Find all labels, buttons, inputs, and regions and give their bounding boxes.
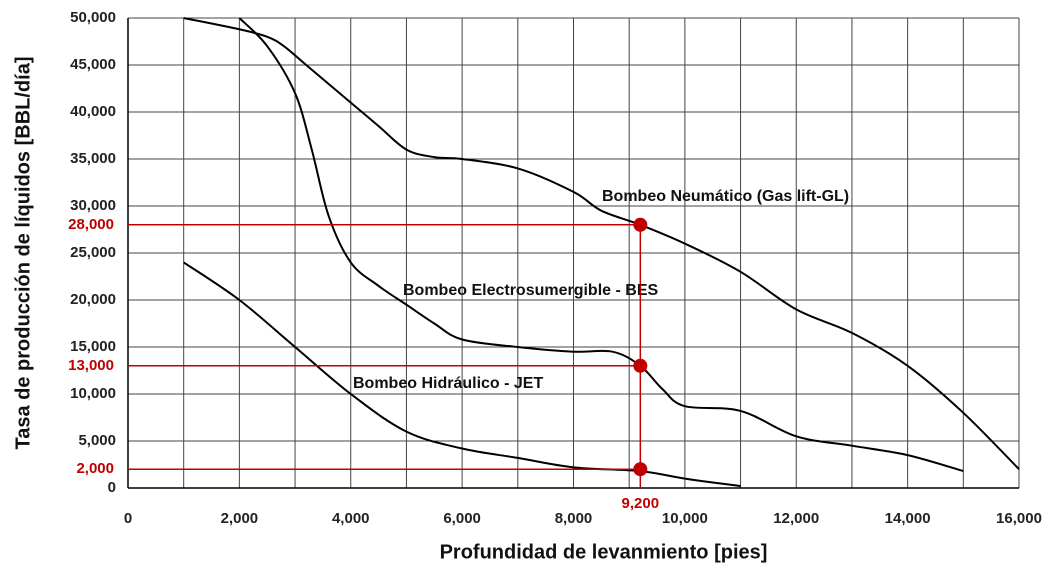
series-line [183,17,1020,470]
reference-label: 28,000 [68,216,114,233]
series-line [183,261,741,488]
y-tick-label: 50,000 [70,9,116,26]
x-tick-label: 10,000 [662,510,708,527]
y-tick-label: 25,000 [70,244,116,261]
y-tick-label: 30,000 [70,197,116,214]
x-tick-label: 2,000 [221,510,259,527]
y-tick-label: 10,000 [70,385,116,402]
label-bg [82,357,126,374]
x-tick-label: 8,000 [555,510,593,527]
x-axis-label: Profundidad de levanmiento [pies] [440,541,768,563]
y-tick-label: 40,000 [70,103,116,120]
x-tick-label: 4,000 [332,510,370,527]
label-bg [82,461,126,478]
x-tick-label: 12,000 [773,510,819,527]
series-annotation: Bombeo Hidráulico - JET [353,375,543,392]
x-tick-label: 6,000 [443,510,481,527]
series-line [238,17,964,473]
y-tick-label: 20,000 [70,291,116,308]
x-tick-label: 0 [124,510,132,527]
series-annotation: Bombeo Neumático (Gas lift-GL) [602,188,849,205]
y-axis-label: Tasa de producción de líquidos [BBL/día] [12,57,34,450]
y-tick-label: 45,000 [70,56,116,73]
y-tick-label: 15,000 [70,338,116,355]
y-tick-label: 35,000 [70,150,116,167]
reference-label: 9,200 [622,495,660,512]
y-tick-label: 5,000 [78,432,116,449]
y-tick-label: 0 [108,479,116,496]
marker-dot [633,217,648,232]
reference-label: 2,000 [76,460,114,477]
series-annotation: Bombeo Electrosumergible - BES [403,282,658,299]
marker-dot [633,358,648,373]
label-bg [82,216,126,233]
x-tick-label: 16,000 [996,510,1042,527]
reference-label: 13,000 [68,357,114,374]
x-tick-label: 14,000 [885,510,931,527]
marker-dot [633,462,648,477]
